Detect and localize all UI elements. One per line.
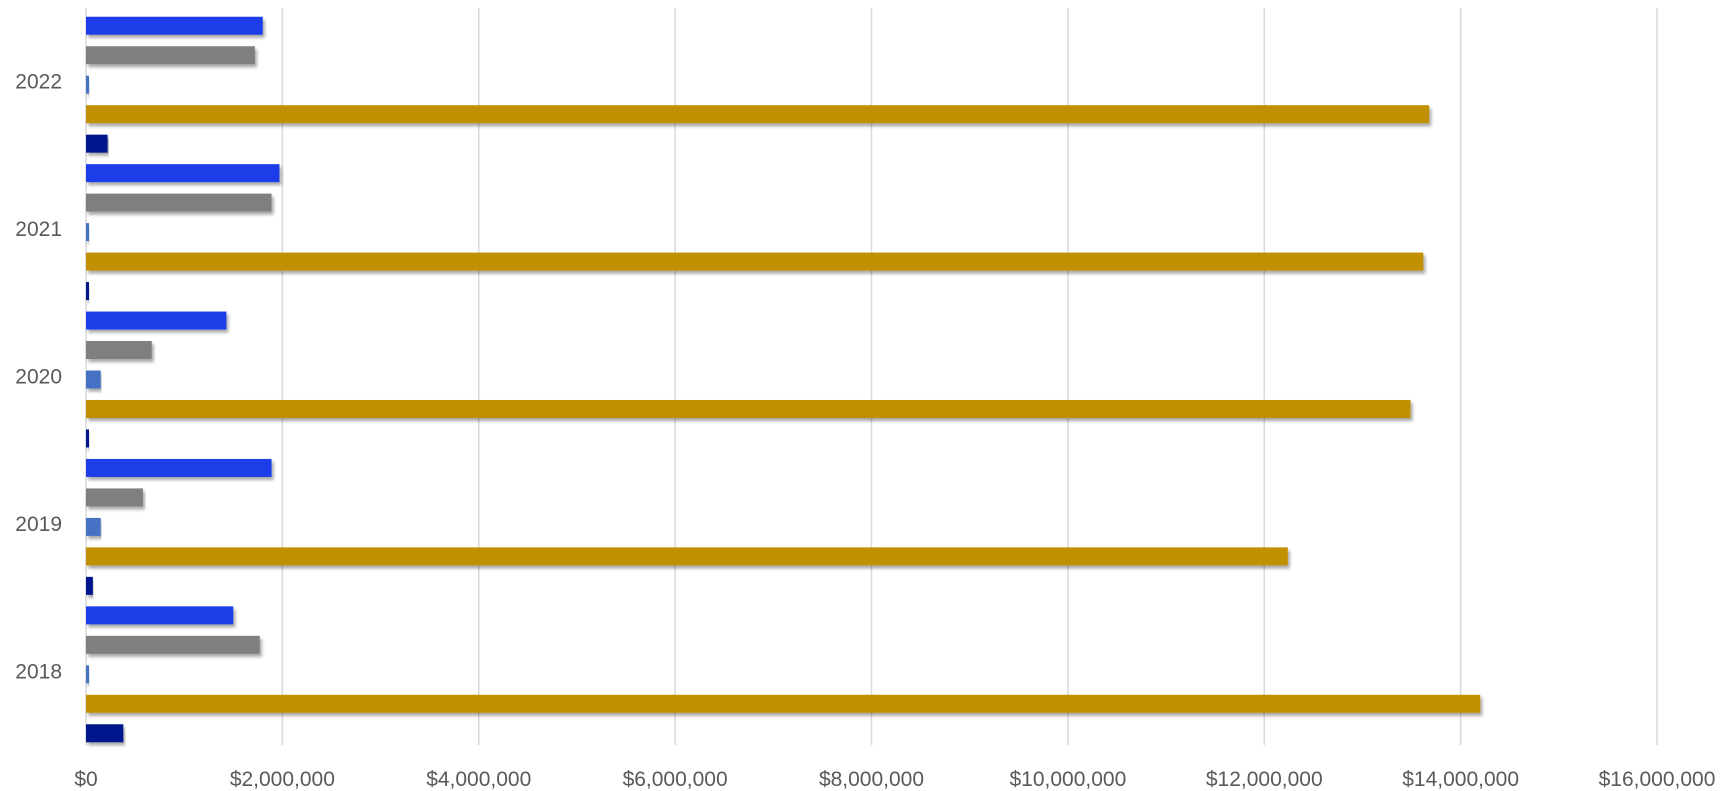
- gridlines: [85, 8, 1658, 745]
- bar: [86, 429, 89, 448]
- bar: [86, 665, 89, 684]
- bar: [86, 282, 89, 301]
- bar: [86, 193, 272, 212]
- x-tick-label: $12,000,000: [1206, 768, 1323, 791]
- bar: [86, 223, 89, 242]
- bar: [86, 134, 108, 153]
- x-tick-label: $10,000,000: [1009, 768, 1126, 791]
- y-axis-tick-labels: 2018 2019 2020 2021 2022: [15, 71, 62, 684]
- bar: [86, 105, 1430, 124]
- bars: [86, 16, 1481, 743]
- bar: [86, 517, 101, 536]
- y-tick-label: 2019: [15, 513, 62, 536]
- bar: [86, 75, 89, 94]
- bar: [86, 399, 1411, 418]
- bar: [86, 488, 143, 507]
- bar: [86, 694, 1481, 713]
- bar: [86, 370, 101, 389]
- x-axis-tick-labels: $0 $2,000,000 $4,000,000 $6,000,000 $8,000,0…: [74, 768, 1715, 791]
- bar: [86, 606, 234, 625]
- y-tick-label: 2021: [15, 218, 62, 241]
- bar: [86, 724, 124, 743]
- bar: [86, 576, 93, 595]
- bar: [86, 635, 260, 654]
- x-tick-label: $8,000,000: [819, 768, 924, 791]
- bar: [86, 252, 1424, 271]
- x-tick-label: $14,000,000: [1402, 768, 1519, 791]
- y-tick-label: 2022: [15, 71, 62, 94]
- x-tick-label: $6,000,000: [623, 768, 728, 791]
- y-tick-label: 2018: [15, 660, 62, 683]
- bar: [86, 458, 272, 477]
- bar: [86, 311, 227, 330]
- x-tick-label: $16,000,000: [1599, 768, 1716, 791]
- bar: [86, 16, 263, 35]
- bar: [86, 46, 255, 65]
- bar: [86, 547, 1288, 566]
- x-tick-label: $0: [74, 768, 97, 791]
- x-tick-label: $4,000,000: [426, 768, 531, 791]
- y-tick-label: 2020: [15, 366, 62, 389]
- x-tick-label: $2,000,000: [230, 768, 335, 791]
- bar: [86, 341, 152, 360]
- bar: [86, 164, 280, 183]
